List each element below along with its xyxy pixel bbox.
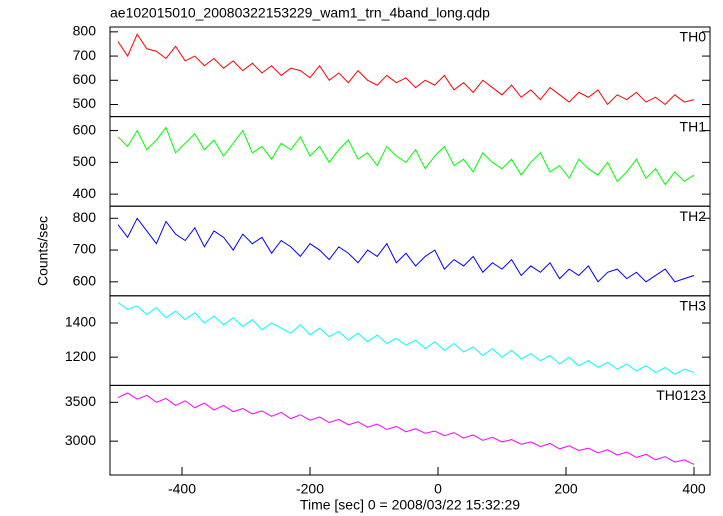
- series-label: TH0: [680, 29, 707, 45]
- y-tick-label: 1200: [65, 348, 96, 364]
- y-tick-label: 500: [73, 153, 97, 169]
- x-axis-label: Time [sec] 0 = 2008/03/22 15:32:29: [300, 497, 520, 513]
- x-tick-label: -400: [168, 481, 196, 497]
- panel-frame: [109, 295, 711, 386]
- chart-title: ae102015010_20080322153229_wam1_trn_4ban…: [110, 5, 490, 21]
- x-tick-label: 200: [554, 481, 578, 497]
- series-label: TH1: [680, 118, 707, 134]
- data-line: [117, 392, 695, 465]
- panel-frame: [109, 384, 711, 476]
- y-tick-label: 700: [73, 241, 97, 257]
- x-tick-label: -200: [296, 481, 324, 497]
- data-line: [117, 33, 695, 106]
- y-tick-label: 1400: [65, 314, 96, 330]
- y-tick-label: 3500: [65, 393, 96, 409]
- y-axis-label: Counts/sec: [35, 216, 51, 286]
- y-tick-label: 600: [73, 71, 97, 87]
- series-label: TH3: [680, 298, 707, 314]
- x-tick-label: 0: [434, 481, 442, 497]
- y-tick-label: 700: [73, 47, 97, 63]
- y-tick-label: 400: [73, 185, 97, 201]
- y-tick-label: 800: [73, 23, 97, 39]
- x-tick-label: 400: [682, 481, 706, 497]
- data-line: [117, 217, 695, 283]
- panel-frame: [109, 26, 711, 118]
- y-tick-label: 800: [73, 209, 97, 225]
- panel-frame: [109, 116, 711, 207]
- series-label: TH0123: [656, 387, 706, 403]
- data-line: [117, 126, 695, 186]
- panel-frame: [109, 205, 711, 297]
- y-tick-label: 500: [73, 95, 97, 111]
- series-label: TH2: [680, 208, 707, 224]
- y-tick-label: 600: [73, 273, 97, 289]
- y-tick-label: 3000: [65, 432, 96, 448]
- y-tick-label: 600: [73, 121, 97, 137]
- data-line: [117, 302, 695, 375]
